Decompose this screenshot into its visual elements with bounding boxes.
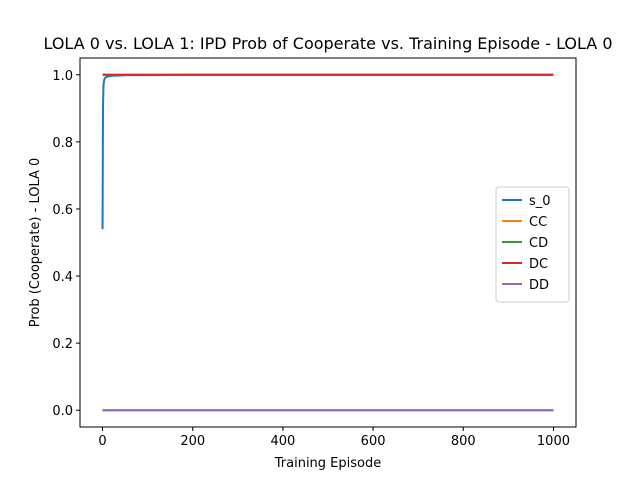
plot-frame: [79, 57, 577, 428]
y-axis-label: Prob (Cooperate) - LOLA 0: [28, 158, 43, 328]
y-tick-label: 0.8: [52, 136, 73, 151]
plot-lines: [101, 73, 554, 412]
legend-box: [495, 186, 570, 303]
legend-label: DD: [529, 278, 549, 293]
x-tick-label: 1000: [537, 434, 570, 449]
legend-label: CC: [529, 215, 547, 230]
legend-label: CD: [529, 236, 548, 251]
chart-title: LOLA 0 vs. LOLA 1: IPD Prob of Cooperate…: [43, 34, 612, 53]
x-tick-label: 600: [361, 434, 386, 449]
legend: s_0 CC CD DC DD: [495, 186, 570, 303]
x-tick-label: 0: [98, 434, 106, 449]
series-line-s-0: [101, 73, 554, 230]
y-tick-label: 0.2: [52, 337, 73, 352]
x-tick-label: 400: [270, 434, 295, 449]
x-tick-label: 800: [451, 434, 476, 449]
legend-label: DC: [529, 257, 548, 272]
legend-label: s_0: [529, 194, 551, 209]
x-tick-label: 200: [180, 434, 205, 449]
x-axis-label: Training Episode: [274, 456, 381, 471]
y-tick-label: 0.4: [52, 270, 73, 285]
x-axis: 0 200 400 600 800 1000: [98, 427, 570, 449]
y-tick-label: 1.0: [52, 69, 73, 84]
y-tick-label: 0.0: [52, 404, 73, 419]
y-axis: 0.0 0.2 0.4 0.6 0.8 1.0: [52, 69, 80, 419]
y-tick-label: 0.6: [52, 203, 73, 218]
